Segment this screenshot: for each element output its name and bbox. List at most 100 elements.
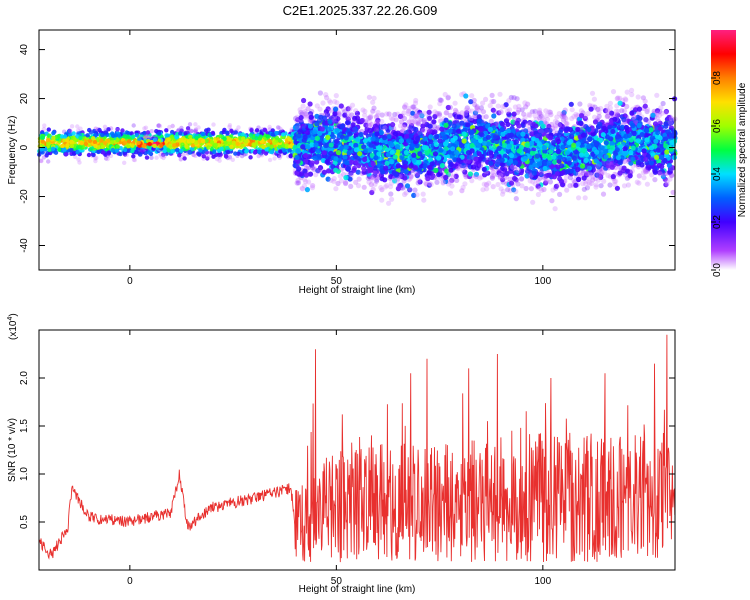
spectrogram-point <box>252 150 257 155</box>
spectrogram-point <box>584 171 590 177</box>
spectrogram-point <box>555 138 562 145</box>
spectrogram-point <box>432 109 438 115</box>
spectrogram-point <box>46 142 51 147</box>
spectrogram-point <box>154 155 159 160</box>
spectrogram-point <box>460 184 466 191</box>
spectrogram-point <box>186 150 192 155</box>
spectrogram-point <box>449 183 455 189</box>
spectrogram-point <box>75 124 80 129</box>
spectrogram-point <box>424 181 430 187</box>
spectrogram-point <box>602 108 609 114</box>
spectrogram-point <box>293 115 299 122</box>
spectrogram-point <box>433 141 439 148</box>
spectrogram-point <box>448 161 454 167</box>
spectrogram-point <box>550 125 556 131</box>
spectrogram-point <box>254 136 259 141</box>
spectrogram-point <box>278 154 283 159</box>
spectrogram-point <box>481 166 487 172</box>
spectrogram-point <box>153 136 159 141</box>
spectrogram-point <box>222 127 227 133</box>
spectrogram-point <box>126 139 132 144</box>
spectrogram-point <box>613 108 620 114</box>
spectrogram-point <box>371 105 377 111</box>
spectrogram-point <box>309 185 316 191</box>
spectrogram-point <box>134 133 139 138</box>
spectrogram-point <box>445 104 451 111</box>
spectrogram-point <box>375 117 381 124</box>
spectrogram-point <box>455 166 461 172</box>
spectrogram-point <box>488 150 494 156</box>
spectrogram-point <box>370 174 376 180</box>
spectrogram-point <box>116 133 122 138</box>
spectrogram-point <box>395 163 401 169</box>
spectrogram-point <box>40 135 45 140</box>
spectrogram-point <box>265 134 270 139</box>
spectrogram-point <box>355 183 362 189</box>
spectrogram-point <box>87 138 93 144</box>
spectrogram-point <box>660 100 666 107</box>
spectrogram-point <box>525 101 531 107</box>
spectrogram-point <box>420 191 426 197</box>
spectrogram-point <box>277 144 282 149</box>
spectrogram-point <box>428 181 434 188</box>
spectrogram-point <box>402 104 408 110</box>
spectrogram-point <box>498 186 504 192</box>
spectrogram-point <box>522 100 528 106</box>
spectrogram-point <box>625 182 632 188</box>
spectrogram-point <box>323 109 329 115</box>
spectrogram-point <box>131 154 136 159</box>
spectrogram-point <box>100 132 105 138</box>
spectrogram-point <box>170 129 175 135</box>
spectrogram-point <box>214 156 220 162</box>
spectrogram-point <box>552 125 558 131</box>
spectrogram-point <box>345 106 351 112</box>
spectrogram-point <box>406 105 412 112</box>
spectrogram-point <box>92 139 98 145</box>
spectrogram-point <box>621 108 628 114</box>
spectrogram-point <box>640 95 647 101</box>
spectrogram-point <box>452 100 458 106</box>
spectrogram-point <box>338 103 344 109</box>
spectrogram-point <box>607 182 613 188</box>
spectrogram-point <box>561 112 567 118</box>
spectrogram-point <box>442 91 448 98</box>
spectrogram-point <box>652 177 658 183</box>
spectrogram-point <box>332 111 338 117</box>
spectrogram-point <box>126 144 131 149</box>
spectrogram-point <box>345 111 351 117</box>
spectrogram-point <box>347 106 353 112</box>
spectrogram-point <box>166 148 171 153</box>
spectrogram-point <box>193 128 198 133</box>
spectrogram-point <box>269 149 274 155</box>
spectrogram-point <box>483 96 489 102</box>
spectrogram-point <box>487 103 493 109</box>
spectrogram-point <box>133 150 139 155</box>
spectrogram-point <box>244 149 249 154</box>
spectrogram-point <box>105 153 110 158</box>
spectrogram-point <box>384 182 390 189</box>
spectrogram-point <box>106 138 111 143</box>
spectrogram-point <box>532 181 538 187</box>
spectrogram-point <box>660 173 667 180</box>
spectrogram-point <box>621 165 627 171</box>
spectrogram-point <box>590 174 596 180</box>
spectrogram-point <box>298 109 304 116</box>
spectrogram-point <box>47 147 52 153</box>
spectrogram-point <box>177 153 182 158</box>
spectrogram-point <box>543 180 549 186</box>
spectrogram-point <box>73 154 78 160</box>
spectrogram-point <box>439 126 445 132</box>
spectrogram-point <box>294 118 300 124</box>
spectrogram-point <box>449 177 456 183</box>
spectrogram-point <box>601 169 607 175</box>
spectrogram-point <box>361 184 367 190</box>
spectrogram-point <box>145 130 151 135</box>
spectrogram-point <box>480 100 486 106</box>
spectrogram-point <box>519 107 525 113</box>
spectrogram-point <box>40 139 45 144</box>
spectrogram-point <box>581 186 587 192</box>
spectrogram-point <box>103 128 108 133</box>
spectrogram-point <box>157 123 163 129</box>
spectrogram-point <box>544 116 551 122</box>
spectrogram-point <box>166 137 171 142</box>
